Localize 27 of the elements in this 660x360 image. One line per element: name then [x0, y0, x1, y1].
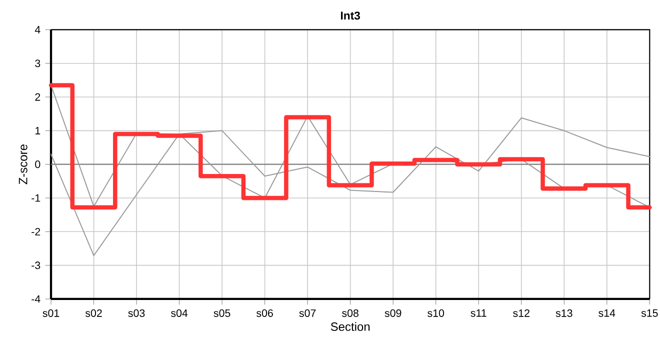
x-tick-label: s03: [128, 309, 145, 317]
x-tick-label: s15: [641, 309, 658, 317]
x-tick-label: s02: [85, 309, 102, 317]
x-axis-title: Section: [330, 322, 370, 331]
chart-title: Int3: [341, 12, 360, 20]
x-tick-label: s12: [513, 309, 530, 317]
x-tick-label: s11: [470, 309, 486, 317]
y-axis-title: Z-score: [18, 144, 28, 184]
x-tick-label: s09: [384, 309, 402, 317]
x-tick-label: s08: [342, 309, 358, 317]
x-tick-label: s10: [428, 309, 444, 317]
x-tick-label: s14: [598, 309, 616, 317]
y-tick-label: 0: [35, 160, 40, 168]
y-tick-label: 2: [35, 93, 40, 101]
y-tick-label: -2: [32, 228, 40, 236]
y-tick-label: 3: [35, 60, 40, 68]
x-tick-label: s13: [556, 309, 572, 317]
y-tick-label: 4: [34, 26, 40, 34]
y-tick-label: 1: [35, 126, 40, 134]
x-tick-label: s06: [256, 309, 273, 317]
y-tick-label: -3: [32, 262, 40, 270]
x-tick-label: s01: [42, 309, 60, 317]
y-tick-label: -1: [32, 194, 40, 202]
x-tick-label: s05: [214, 309, 230, 317]
x-tick-label: s04: [170, 309, 188, 317]
y-tick-label: -4: [32, 295, 40, 303]
x-tick-label: s07: [299, 309, 316, 317]
